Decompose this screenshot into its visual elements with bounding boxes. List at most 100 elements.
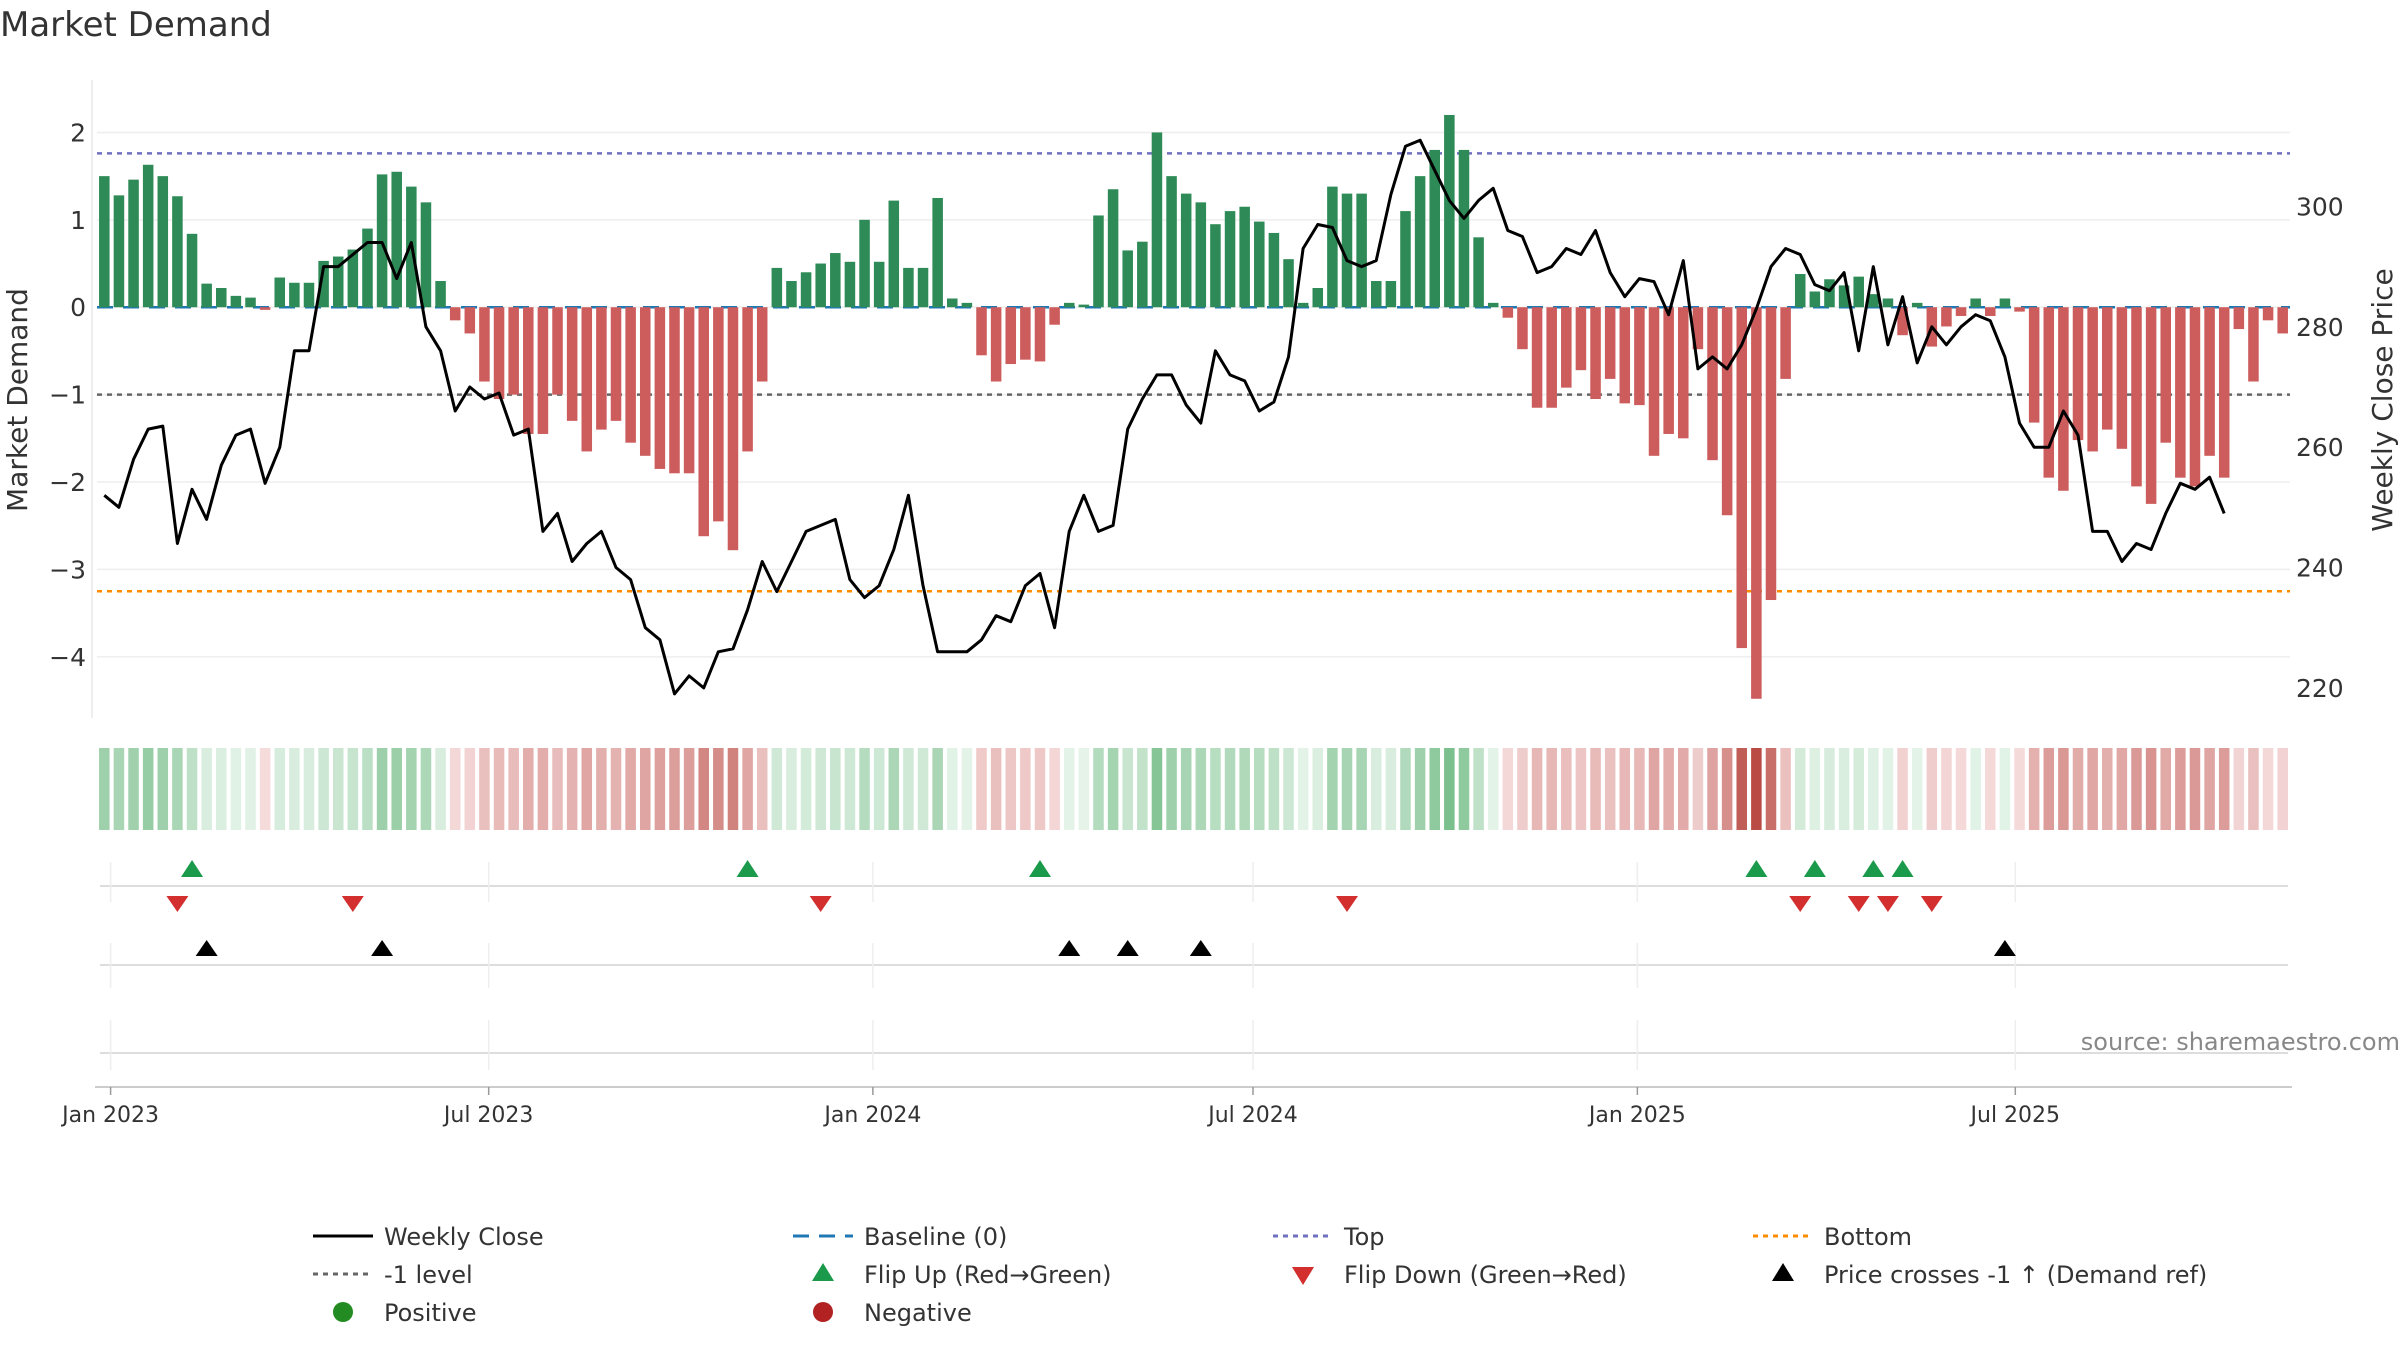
- price-cross-marker: [195, 940, 218, 956]
- demand-bar: [1604, 307, 1616, 379]
- demand-bar: [976, 307, 987, 356]
- demand-bar: [786, 281, 797, 308]
- heat-cell: [1385, 748, 1397, 830]
- demand-bar: [1254, 221, 1265, 308]
- heat-strip: [99, 748, 2288, 830]
- demand-bar: [1780, 307, 1791, 379]
- heat-cell: [625, 748, 636, 830]
- heat-cell: [2058, 748, 2069, 830]
- legend-minus-one: -1 level: [313, 1261, 473, 1289]
- heat-cell: [230, 748, 242, 830]
- demand-bar: [1473, 237, 1484, 308]
- legend-baseline-label: Baseline (0): [864, 1223, 1007, 1251]
- y-tick-label: −1: [49, 381, 86, 410]
- demand-bar: [172, 196, 183, 308]
- heat-cell: [1517, 748, 1528, 830]
- heat-cell: [552, 748, 563, 830]
- heat-cell: [1985, 748, 1996, 830]
- price-cross-marker: [1116, 940, 1139, 956]
- heat-cell: [581, 748, 593, 830]
- heat-cell: [639, 748, 651, 830]
- demand-bar: [2043, 307, 2055, 478]
- demand-bar: [2160, 307, 2171, 443]
- legend-minus-one-label: -1 level: [384, 1261, 473, 1289]
- legend-negative: Negative: [813, 1299, 972, 1327]
- heat-cell: [113, 748, 125, 830]
- flip-up-marker: [1891, 860, 1914, 877]
- demand-bar: [362, 228, 373, 308]
- heat-cell: [771, 748, 783, 830]
- heat-cell: [1151, 748, 1163, 830]
- demand-bar: [523, 307, 534, 434]
- heat-cell: [2218, 748, 2230, 830]
- demand-bar: [303, 282, 315, 308]
- demand-bar: [756, 307, 768, 382]
- heat-cell: [1780, 748, 1791, 830]
- demand-bar: [990, 307, 1002, 382]
- heat-cell: [1327, 748, 1338, 830]
- demand-bar: [1107, 189, 1119, 308]
- heat-cell: [1312, 748, 1324, 830]
- demand-bar: [2131, 307, 2142, 487]
- demand-bar: [1020, 307, 1031, 360]
- demand-bar: [1824, 279, 1835, 308]
- y2-tick-label: 280: [2296, 313, 2344, 342]
- heat-cell: [172, 748, 183, 830]
- demand-bar: [1210, 224, 1221, 308]
- heat-cell: [1868, 748, 1879, 830]
- heat-cell: [1634, 748, 1645, 830]
- x-tick-label: Jul 2024: [1206, 1103, 1298, 1128]
- heat-cell: [128, 748, 139, 830]
- legend-top: Top: [1273, 1223, 1385, 1251]
- heat-cell: [1268, 748, 1280, 830]
- demand-bar: [1868, 294, 1879, 308]
- demand-bar: [2233, 307, 2245, 330]
- legend-price-cross-label: Price crosses -1 ↑ (Demand ref): [1824, 1261, 2207, 1289]
- heat-cell: [1180, 748, 1192, 830]
- demand-bar: [727, 307, 739, 551]
- heat-cell: [1283, 748, 1294, 830]
- heat-cell: [464, 748, 476, 830]
- demand-bar: [552, 307, 563, 395]
- demand-bar: [1239, 206, 1250, 308]
- demand-bar: [639, 307, 651, 456]
- demand-bar: [2028, 307, 2040, 423]
- demand-bar: [318, 260, 329, 308]
- heat-cell: [698, 748, 709, 830]
- legend-price-cross: Price crosses -1 ↑ (Demand ref): [1772, 1261, 2207, 1289]
- legend-top-label: Top: [1343, 1223, 1385, 1251]
- demand-bar: [274, 277, 286, 308]
- heat-cell: [742, 748, 753, 830]
- heat-cell: [2131, 748, 2142, 830]
- demand-bar: [1794, 274, 1806, 308]
- demand-bar: [332, 256, 344, 308]
- heat-cell: [1882, 748, 1894, 830]
- demand-bar: [581, 307, 593, 452]
- heat-cell: [259, 748, 271, 830]
- demand-bar: [713, 307, 724, 522]
- x-tick-label: Jan 2023: [60, 1103, 159, 1128]
- demand-bar: [1137, 241, 1148, 308]
- demand-bar: [1941, 307, 1952, 327]
- heat-cell: [1897, 748, 1908, 830]
- demand-bar: [903, 267, 914, 308]
- demand-bar: [1458, 149, 1470, 308]
- heat-cell: [508, 748, 519, 830]
- heat-cell: [990, 748, 1002, 830]
- demand-bar: [508, 307, 519, 395]
- heat-cell: [815, 748, 826, 830]
- heat-cell: [2262, 748, 2274, 830]
- flip-down-marker: [1336, 896, 1359, 912]
- demand-bar: [1678, 307, 1689, 439]
- x-tick-label: Jul 2023: [442, 1103, 534, 1128]
- demand-bar: [128, 179, 139, 308]
- heat-cell: [318, 748, 329, 830]
- demand-bar: [186, 233, 198, 308]
- demand-bar: [259, 307, 271, 310]
- heat-cell: [157, 748, 169, 830]
- legend-bottom-label: Bottom: [1824, 1223, 1912, 1251]
- flip-up-marker: [1803, 860, 1826, 877]
- flip-up-marker: [1745, 860, 1768, 877]
- demand-bar: [771, 267, 783, 308]
- y-tick-label: −2: [49, 468, 86, 497]
